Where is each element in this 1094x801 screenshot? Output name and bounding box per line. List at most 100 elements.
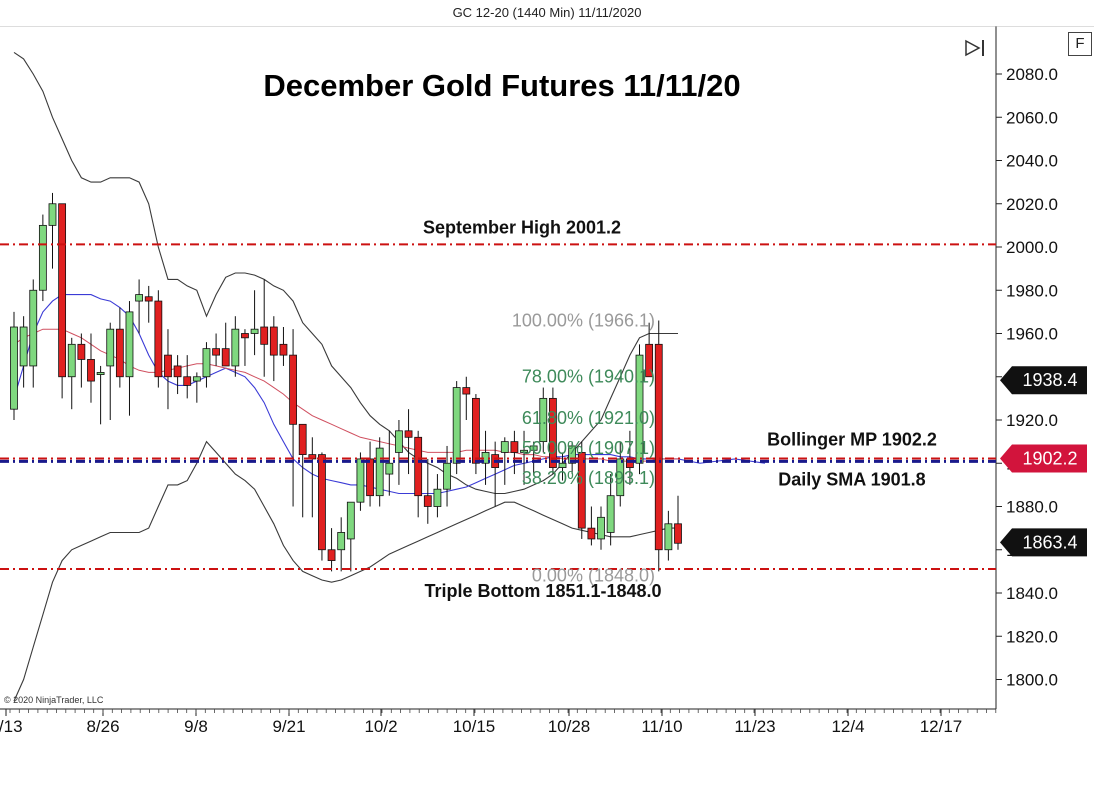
- candle-body: [125, 311, 134, 378]
- candle-body: [587, 527, 596, 540]
- candle: [231, 316, 240, 377]
- candle: [164, 329, 172, 410]
- candle-body: [616, 458, 625, 497]
- candle-body: [19, 326, 28, 367]
- candle: [87, 333, 95, 403]
- price-badge-shape: [1000, 366, 1087, 395]
- price-badge-shape: [1000, 444, 1087, 473]
- candle-body: [366, 458, 374, 497]
- candle-body: [67, 343, 76, 378]
- candle: [48, 192, 57, 269]
- price-chart[interactable]: September High 2001.2 Bollinger MP 1902.2…: [0, 25, 1094, 796]
- candle-body: [173, 365, 182, 378]
- candle-body: [202, 348, 211, 378]
- candle-body: [164, 354, 172, 378]
- candle: [327, 528, 336, 572]
- candle: [269, 316, 278, 382]
- candle: [279, 327, 288, 366]
- fibonacci-label: 78.00% (1940.1): [522, 367, 655, 387]
- candle-body: [241, 333, 249, 339]
- horizontal-level-label: Daily SMA 1901.8: [778, 469, 925, 489]
- candle-body: [77, 343, 86, 360]
- candle-body: [606, 495, 615, 533]
- y-tick-label: 2080.0: [1006, 65, 1058, 84]
- candle: [154, 290, 163, 388]
- candle-body: [279, 343, 288, 356]
- candle-body: [539, 397, 548, 443]
- candle: [577, 441, 586, 539]
- candle: [202, 342, 211, 388]
- candle: [356, 452, 365, 511]
- y-tick-label: 1980.0: [1006, 281, 1058, 300]
- candle: [597, 506, 605, 550]
- chart-panel[interactable]: September High 2001.2 Bollinger MP 1902.2…: [0, 25, 1094, 796]
- candle: [212, 333, 220, 366]
- candle-body: [318, 454, 326, 551]
- candle: [654, 320, 663, 572]
- copyright-text: © 2020 NinjaTrader, LLC: [4, 695, 104, 705]
- candle-body: [115, 328, 124, 378]
- candle-body: [597, 516, 605, 540]
- candle-body: [356, 458, 365, 503]
- candle-body: [106, 328, 115, 367]
- candle-body: [520, 449, 528, 453]
- candle: [375, 437, 384, 507]
- candle-body: [635, 354, 644, 464]
- candle: [135, 279, 144, 334]
- price-badge-label: 1863.4: [1022, 532, 1077, 552]
- x-tick-label: 10/28: [548, 717, 591, 736]
- y-tick-label: 1820.0: [1006, 627, 1058, 646]
- candle-body: [472, 397, 480, 464]
- scroll-to-end-icon[interactable]: [964, 38, 988, 58]
- candle: [125, 301, 134, 416]
- candle: [318, 452, 326, 561]
- candle-body: [404, 430, 413, 438]
- candle-body: [135, 294, 144, 302]
- candle: [443, 445, 451, 507]
- candle: [77, 333, 86, 388]
- frame-button[interactable]: F: [1068, 32, 1092, 56]
- candle-body: [548, 397, 557, 468]
- fibonacci-label: 50.00% (1907.1): [522, 438, 655, 458]
- window-title: GC 12-20 (1440 Min) 11/11/2020: [452, 5, 642, 20]
- candle: [10, 311, 18, 420]
- candle-body: [221, 348, 230, 367]
- candle-body: [674, 523, 682, 544]
- candle-body: [664, 523, 673, 551]
- candle-body: [58, 203, 67, 378]
- x-tick-label: 11/10: [641, 717, 682, 736]
- candle-body: [654, 343, 663, 551]
- candle: [510, 430, 519, 475]
- horizontal-level-label: September High 2001.2: [423, 217, 621, 237]
- horizontal-level-label: Bollinger MP 1902.2: [767, 429, 937, 449]
- candle: [548, 387, 557, 475]
- x-tick-label: 10/15: [453, 717, 496, 736]
- candle-body: [500, 441, 509, 453]
- price-badge-label: 1902.2: [1022, 448, 1077, 468]
- candle: [395, 420, 403, 485]
- candle-body: [29, 289, 38, 367]
- candle-body: [423, 495, 432, 507]
- candle-body: [298, 423, 307, 456]
- candle-body: [385, 462, 394, 475]
- candle-body: [144, 296, 153, 302]
- candle-body: [269, 326, 278, 356]
- fibonacci-label: 61.80% (1921.0): [522, 408, 655, 428]
- candle: [433, 474, 442, 518]
- candle: [29, 279, 38, 388]
- x-tick-label: 9/21: [272, 717, 305, 736]
- candle: [520, 430, 528, 485]
- candle-body: [192, 376, 201, 382]
- candle-body: [443, 462, 451, 490]
- candle: [96, 365, 105, 425]
- x-tick-label: 12/17: [920, 717, 963, 736]
- y-tick-label: 2040.0: [1006, 152, 1058, 171]
- candle: [423, 458, 432, 524]
- price-badge: 1863.4: [1000, 528, 1087, 557]
- price-badge-label: 1938.4: [1022, 370, 1077, 390]
- candle: [106, 322, 115, 420]
- y-tick-label: 2000.0: [1006, 238, 1058, 257]
- candle-body: [529, 445, 538, 451]
- bollinger-upper-band: [13, 51, 678, 495]
- candle-body: [375, 447, 384, 497]
